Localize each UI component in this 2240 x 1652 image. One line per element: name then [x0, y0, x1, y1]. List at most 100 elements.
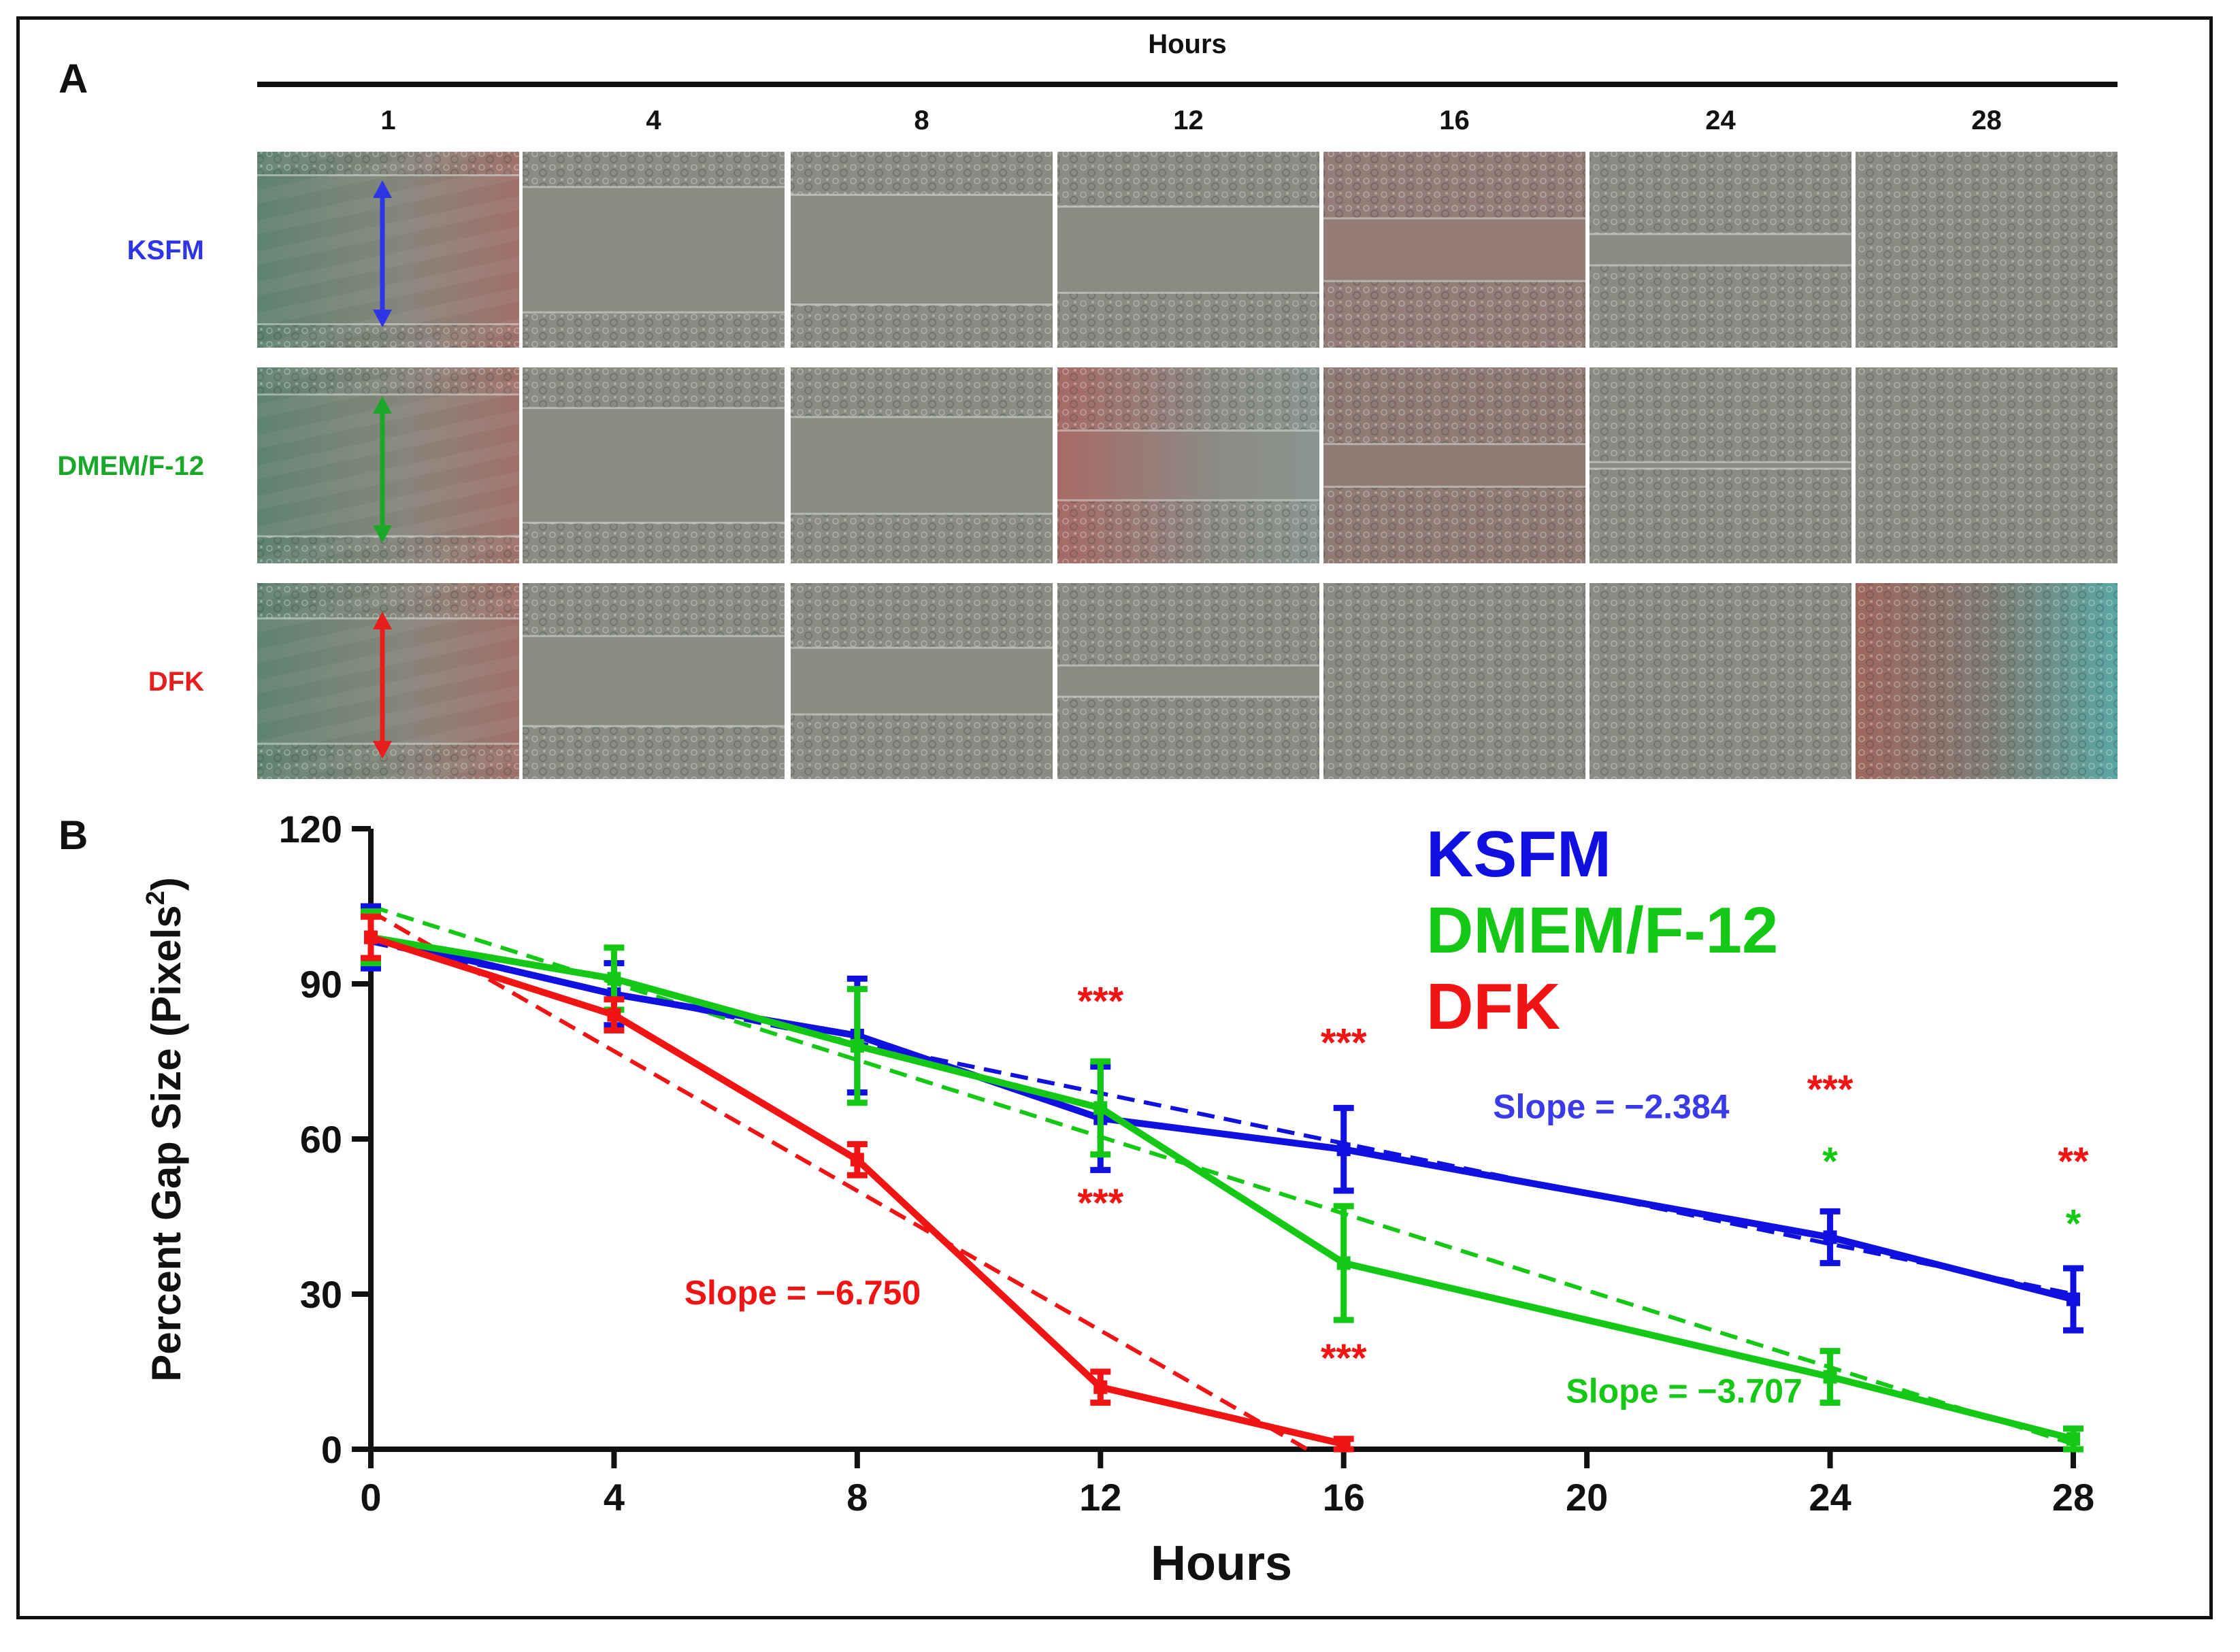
column-label-28h: 28: [1971, 105, 2002, 135]
x-axis-title: Hours: [1151, 1536, 1292, 1591]
x-tick-label: 16: [1323, 1476, 1365, 1519]
column-label-16h: 16: [1439, 105, 1470, 135]
column-label-1h: 1: [380, 105, 395, 135]
legend-entry-ksfm: KSFM: [1426, 818, 1611, 891]
data-point-dmem-f-12: [850, 1039, 864, 1053]
micrograph-dmem-f-12-4h: [523, 367, 785, 563]
row-label-ksfm: KSFM: [127, 235, 204, 265]
significance-marker: ***: [1077, 1181, 1123, 1225]
fit-line-dfk: [369, 909, 1308, 1451]
significance-marker: *: [2066, 1202, 2081, 1246]
y-axis-title-text: Percent Gap Size (Pixels: [144, 905, 189, 1381]
data-point-dmem-f-12: [607, 972, 621, 986]
series-ksfm: [361, 903, 2083, 1334]
gap-arrow-icon: [373, 612, 392, 759]
micrograph-dmem-f-12-24h: [1590, 367, 1851, 563]
y-tick-label: 120: [279, 808, 342, 850]
x-tick-label: 4: [604, 1476, 625, 1519]
micrograph-ksfm-16h: [1323, 152, 1585, 348]
panel-b-label: B: [59, 812, 88, 858]
gap-closure-chart: 0 30 60 90 120 0 4 8 12 16 20 24 28 Hours Percent G…: [142, 808, 2094, 1591]
x-tick-label: 20: [1566, 1476, 1608, 1519]
legend-entry-dfk: DFK: [1426, 970, 1560, 1043]
micrograph-dfk-28h: [1856, 583, 2118, 779]
slope-label: Slope = −3.707: [1566, 1372, 1802, 1410]
significance-marker: ***: [1807, 1068, 1854, 1112]
significance-marker: **: [2058, 1140, 2089, 1184]
series-line-dmem-f-12: [370, 934, 2075, 1442]
significance-marker: ***: [1077, 980, 1123, 1024]
x-tick-label: 0: [360, 1476, 381, 1519]
micrograph-ksfm-8h: [791, 152, 1053, 348]
legend-entry-dmem-f-12: DMEM/F-12: [1426, 894, 1778, 967]
micrograph-ksfm-24h: [1590, 152, 1851, 348]
data-point-dfk: [1093, 1380, 1108, 1394]
micrograph-ksfm-4h: [523, 152, 785, 348]
y-tick-label: 30: [300, 1273, 342, 1316]
data-point-dmem-f-12: [1093, 1101, 1108, 1115]
gap-arrow-icon: [373, 180, 392, 327]
y-axis-title: Percent Gap Size (Pixels2): [142, 877, 189, 1381]
micrograph-dfk-4h: [523, 583, 785, 779]
data-point-ksfm: [2066, 1292, 2080, 1306]
column-label-12h: 12: [1173, 105, 1204, 135]
column-label-4h: 4: [646, 105, 661, 135]
data-point-dmem-f-12: [1823, 1370, 1837, 1384]
micrograph-ksfm-1h: [257, 152, 519, 348]
micrograph-ksfm-12h: [1057, 152, 1319, 348]
y-axis: 0 30 60 90 120: [279, 808, 374, 1471]
column-label-8h: 8: [914, 105, 929, 135]
micrograph-dfk-16h: [1323, 583, 1585, 779]
series-dfk: [361, 913, 1354, 1453]
y-tick-label: 60: [300, 1118, 342, 1161]
data-point-dfk: [1336, 1437, 1351, 1451]
data-point-ksfm: [1823, 1230, 1837, 1244]
x-tick-label: 8: [846, 1476, 868, 1519]
figure-frame: [16, 16, 2213, 1619]
micrograph-dfk-8h: [791, 583, 1053, 779]
micrograph-dfk-12h: [1057, 583, 1319, 779]
row-label-dmem-f-12: DMEM/F-12: [57, 451, 204, 481]
gap-arrow-icon: [373, 396, 392, 543]
panel-a-hours-header: Hours: [1148, 29, 1227, 59]
annotations: Slope = −2.384 Slope = −6.750 Slope = −3.7…: [685, 980, 2089, 1410]
micrograph-grid: [257, 152, 2118, 779]
fit-lines: [369, 904, 2074, 1451]
row-label-dfk: DFK: [148, 667, 204, 697]
slope-label: Slope = −2.384: [1493, 1088, 1730, 1126]
y-axis-title-superscript: 2: [142, 891, 170, 905]
significance-marker: *: [1822, 1140, 1838, 1184]
x-tick-label: 28: [2052, 1476, 2094, 1519]
slope-label: Slope = −6.750: [685, 1274, 921, 1312]
micrograph-dmem-f-12-16h: [1323, 367, 1585, 563]
x-tick-label: 12: [1079, 1476, 1121, 1519]
x-axis: 0 4 8 12 16 20 24 28: [360, 1447, 2094, 1519]
micrograph-dmem-f-12-1h: [257, 367, 519, 563]
data-point-ksfm: [1336, 1142, 1351, 1157]
panel-a-column-labels: 1 4 8 12 16 24 28: [380, 105, 2001, 135]
data-point-dmem-f-12: [1336, 1256, 1351, 1270]
fit-line-dmem-f-12: [370, 904, 2074, 1447]
micrograph-dmem-f-12-12h: [1057, 367, 1319, 563]
micrograph-dmem-f-12-8h: [791, 367, 1053, 563]
y-tick-label: 90: [300, 963, 342, 1006]
y-axis-title-close: ): [144, 877, 189, 891]
significance-marker: ***: [1321, 1021, 1367, 1065]
micrograph-dmem-f-12-28h: [1856, 367, 2118, 563]
series-line-ksfm: [369, 934, 2075, 1303]
data-point-dfk: [364, 930, 378, 944]
micrograph-ksfm-28h: [1856, 152, 2118, 348]
data-series: [361, 903, 2083, 1453]
column-label-24h: 24: [1705, 105, 1736, 135]
data-point-dmem-f-12: [2066, 1432, 2080, 1446]
x-tick-label: 24: [1809, 1476, 1851, 1519]
micrograph-dfk-1h: [257, 583, 519, 779]
panel-a-row-labels: KSFM DMEM/F-12 DFK: [57, 235, 204, 697]
data-point-dfk: [850, 1153, 864, 1167]
data-point-dfk: [607, 1008, 621, 1022]
y-tick-label: 0: [321, 1428, 342, 1471]
micrograph-dfk-24h: [1590, 583, 1851, 779]
significance-marker: ***: [1321, 1336, 1367, 1381]
